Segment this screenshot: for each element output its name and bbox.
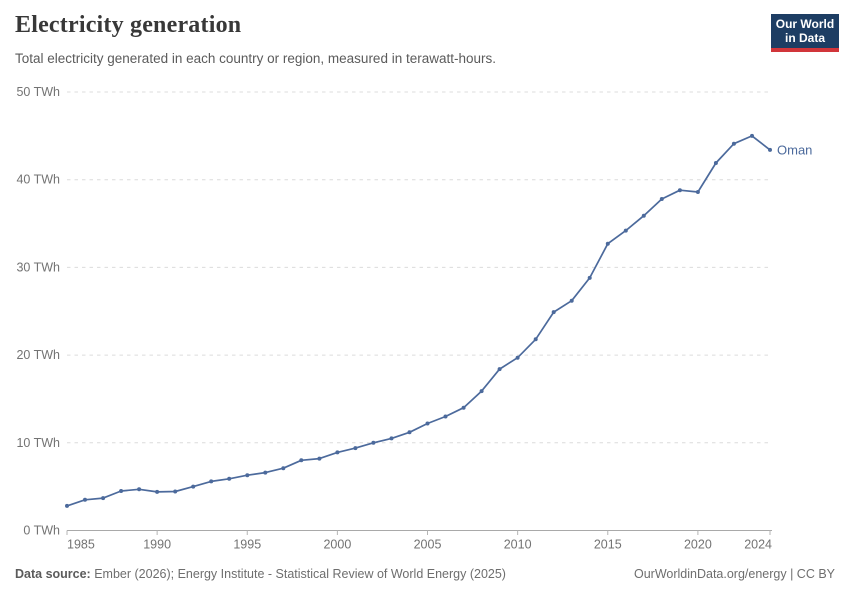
data-point-1992[interactable] bbox=[191, 484, 196, 489]
data-source-note: Data source: Ember (2026); Energy Instit… bbox=[15, 567, 506, 581]
data-point-2000[interactable] bbox=[335, 450, 340, 455]
page-title: Electricity generation bbox=[15, 12, 242, 38]
data-source-label: Data source: bbox=[15, 567, 91, 581]
data-point-1990[interactable] bbox=[155, 489, 160, 494]
data-point-2024[interactable] bbox=[768, 147, 772, 152]
x-tick-label-2010: 2010 bbox=[504, 538, 532, 552]
data-point-2023[interactable] bbox=[750, 133, 754, 138]
data-point-2010[interactable] bbox=[515, 355, 520, 360]
data-point-2019[interactable] bbox=[677, 188, 682, 193]
data-point-2022[interactable] bbox=[731, 141, 736, 146]
data-source-text: Ember (2026); Energy Institute - Statist… bbox=[90, 567, 506, 581]
data-point-2020[interactable] bbox=[695, 190, 700, 194]
x-tick-label-2024: 2024 bbox=[744, 538, 772, 552]
data-point-2008[interactable] bbox=[479, 389, 484, 394]
data-point-2011[interactable] bbox=[533, 337, 538, 342]
data-point-2018[interactable] bbox=[659, 197, 664, 201]
data-point-1996[interactable] bbox=[263, 470, 268, 475]
data-point-2015[interactable] bbox=[605, 241, 610, 246]
owid-logo-line2: in Data bbox=[784, 31, 825, 45]
data-point-2006[interactable] bbox=[443, 414, 448, 419]
x-tick-label-2015: 2015 bbox=[594, 538, 622, 552]
owid-logo[interactable]: Our World in Data bbox=[771, 14, 839, 52]
data-point-2007[interactable] bbox=[461, 405, 466, 410]
x-tick-label-2000: 2000 bbox=[323, 538, 351, 552]
y-tick-label-20: 20 TWh bbox=[16, 348, 60, 362]
y-tick-label-10: 10 TWh bbox=[16, 436, 60, 450]
data-point-2017[interactable] bbox=[641, 213, 646, 218]
data-point-1994[interactable] bbox=[227, 476, 232, 481]
data-point-1985[interactable] bbox=[65, 503, 69, 508]
series-label-oman: Oman bbox=[777, 142, 812, 157]
data-point-1998[interactable] bbox=[299, 458, 304, 463]
data-point-1999[interactable] bbox=[317, 456, 322, 461]
data-point-1986[interactable] bbox=[83, 497, 87, 502]
data-point-2014[interactable] bbox=[587, 275, 592, 280]
x-tick-label-1990: 1990 bbox=[143, 538, 171, 552]
chart-subtitle: Total electricity generated in each coun… bbox=[15, 51, 496, 66]
data-point-2013[interactable] bbox=[569, 298, 574, 303]
y-tick-label-0: 0 TWh bbox=[23, 524, 60, 538]
y-tick-label-40: 40 TWh bbox=[16, 173, 60, 187]
x-tick-label-2020: 2020 bbox=[684, 538, 712, 552]
data-point-1993[interactable] bbox=[209, 479, 214, 484]
data-point-2003[interactable] bbox=[389, 436, 394, 441]
x-tick-label-1995: 1995 bbox=[233, 538, 261, 552]
data-point-2005[interactable] bbox=[425, 421, 430, 426]
x-tick-label-2005: 2005 bbox=[414, 538, 442, 552]
line-chart-canvas[interactable]: 0 TWh 10 TWh 20 TWh 30 TWh 40 TWh 50 TWh 1985 1… bbox=[0, 80, 850, 560]
data-point-1988[interactable] bbox=[119, 489, 124, 493]
data-line-oman[interactable] bbox=[66, 135, 771, 507]
data-point-1987[interactable] bbox=[101, 496, 106, 501]
data-point-1997[interactable] bbox=[281, 466, 286, 471]
data-point-2004[interactable] bbox=[407, 430, 412, 435]
x-tick-label-1985: 1985 bbox=[67, 538, 95, 552]
data-point-2009[interactable] bbox=[497, 367, 502, 372]
data-point-2002[interactable] bbox=[371, 440, 376, 445]
data-point-1991[interactable] bbox=[173, 489, 178, 494]
data-point-1989[interactable] bbox=[137, 487, 142, 492]
data-point-2012[interactable] bbox=[551, 310, 556, 315]
y-tick-label-50: 50 TWh bbox=[16, 85, 60, 99]
chart-footer: Data source: Ember (2026); Energy Instit… bbox=[15, 567, 835, 581]
data-point-2016[interactable] bbox=[623, 228, 628, 233]
data-point-2001[interactable] bbox=[353, 446, 358, 451]
owid-logo-line1: Our World bbox=[775, 17, 835, 31]
data-point-1995[interactable] bbox=[245, 473, 250, 478]
y-tick-label-30: 30 TWh bbox=[16, 260, 60, 274]
data-point-2021[interactable] bbox=[713, 161, 718, 165]
credit-link[interactable]: OurWorldinData.org/energy | CC BY bbox=[633, 567, 835, 581]
